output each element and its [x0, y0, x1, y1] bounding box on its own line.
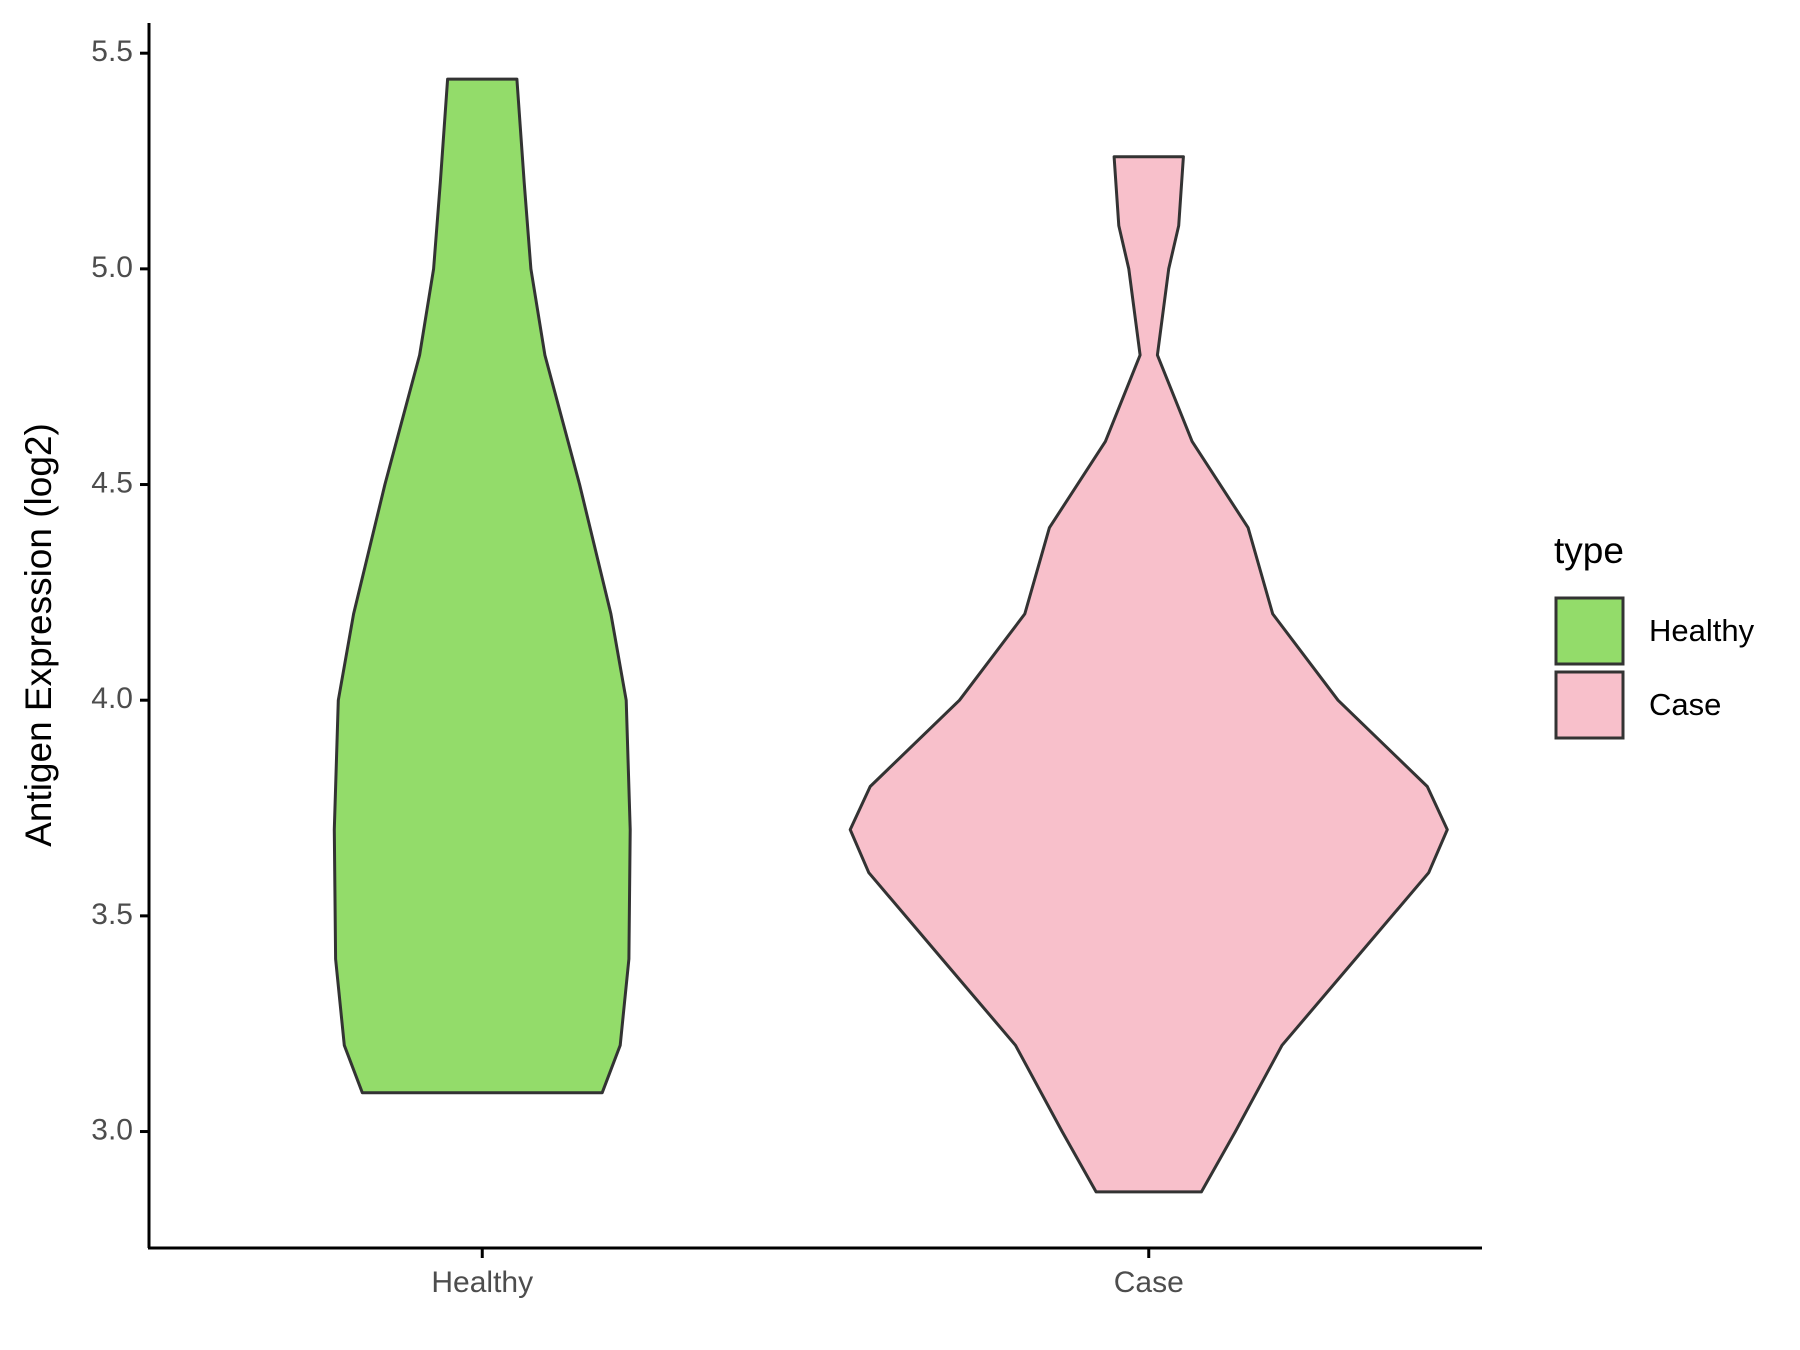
y-tick-label: 4.0 — [91, 682, 133, 715]
violin — [848, 155, 1449, 1194]
y-tick-label: 3.5 — [91, 898, 133, 931]
legend-label: Case — [1649, 687, 1721, 722]
legend-label: Healthy — [1649, 613, 1755, 648]
y-tick-label: 3.0 — [91, 1113, 133, 1146]
x-tick-label: Healthy — [431, 1266, 533, 1299]
y-tick-label: 5.5 — [91, 35, 133, 68]
violin — [332, 77, 632, 1095]
y-axis-title: Antigen Expression (log2) — [18, 423, 59, 847]
legend-key — [1554, 670, 1625, 740]
x-tick-label: Case — [1114, 1266, 1184, 1299]
legend-title: type — [1554, 530, 1624, 571]
y-tick-label: 4.5 — [91, 466, 133, 499]
y-tick-label: 5.0 — [91, 251, 133, 284]
legend-key — [1554, 596, 1625, 666]
